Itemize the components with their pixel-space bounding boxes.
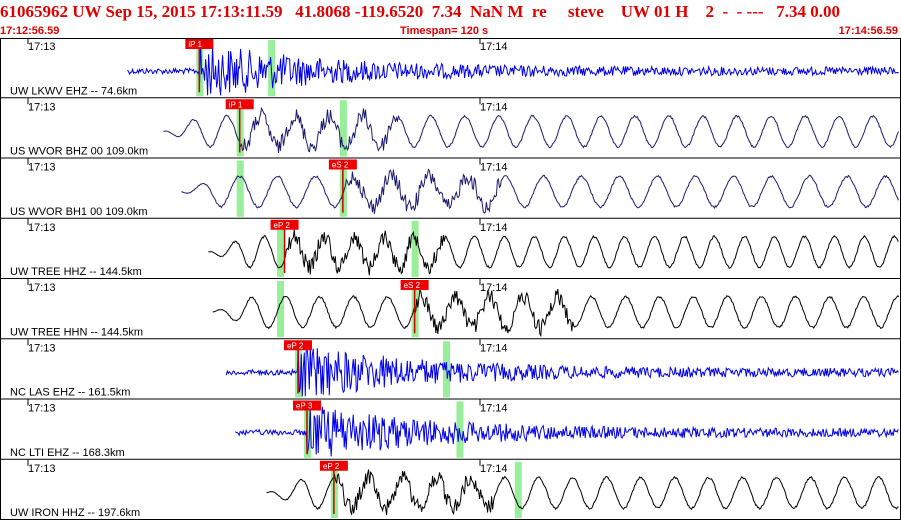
minute-label: 17:14 [480,162,508,174]
phase-pick-flag[interactable] [328,159,357,170]
channel-label: UW LKWV EHZ -- 74.6km [10,85,137,97]
minute-label: 17:13 [28,162,56,174]
time-window-bar[interactable] [277,281,285,338]
phase-pick-label: eP 2 [274,221,291,230]
trace-row[interactable]: 17:13 17:14 eP 2 NC LAS EHZ -- 161.5km [0,339,901,400]
phase-pick-label: eS 2 [332,161,349,170]
start-time-label: 17:12:56.59 [0,25,60,37]
channel-label: UW TREE HHZ -- 144.5km [10,266,142,278]
trace-row[interactable]: 17:13 17:14 iP 1 US WVOR BHZ 00 109.0km [0,98,901,159]
seismic-waveform [234,405,899,457]
seismic-waveform [212,288,900,338]
phase-pick-flag[interactable] [319,460,348,471]
phase-pick-label: eP 2 [323,462,340,471]
timespan-label: Timespan= 120 s [400,25,489,37]
time-window-bar[interactable] [456,401,464,458]
time-window-bar[interactable] [514,461,522,518]
time-window-bar[interactable] [411,220,419,277]
channel-label: NC LTI EHZ -- 168.3km [10,447,125,459]
minute-label: 17:14 [480,101,508,113]
channel-label: NC LAS EHZ -- 161.5km [10,387,130,399]
phase-pick-flag[interactable] [225,99,254,110]
phase-pick-label: eP 3 [296,402,313,411]
time-window-bar[interactable] [339,100,347,157]
channel-label: UW TREE HHN -- 144.5km [10,326,143,338]
seismic-waveform [181,168,899,214]
seismic-waveform [163,106,899,153]
minute-label: 17:14 [480,342,508,354]
seismic-waveform [208,229,899,276]
minute-label: 17:13 [28,342,56,354]
phase-pick-label: iP 1 [229,100,243,109]
event-header: 61065962 UW Sep 15, 2015 17:13:11.59 41.… [0,0,901,40]
phase-pick-flag[interactable] [400,280,429,290]
channel-label: US WVOR BHZ 00 109.0km [10,146,148,158]
minute-label: 17:13 [28,282,56,294]
trace-row[interactable]: 17:13 17:14 eS 2 US WVOR BH1 00 109.0km [0,158,901,219]
minute-label: 17:13 [28,222,56,234]
trace-row[interactable]: 17:13 17:14 eP 2 UW TREE HHZ -- 144.5km [0,218,901,279]
channel-label: UW IRON HHZ -- 197.6km [10,507,140,519]
end-time-label: 17:14:56.59 [838,25,898,37]
minute-label: 17:13 [28,101,56,113]
channel-label: US WVOR BH1 00 109.0km [10,206,148,218]
phase-pick-label: eS 2 [404,281,421,290]
seismic-waveform [266,469,899,516]
phase-pick-flag[interactable] [185,39,214,49]
seismic-waveform [127,42,899,96]
minute-label: 17:14 [480,222,508,234]
waveform-panel[interactable]: 17:13 17:14 iP 1 UW LKWV EHZ -- 74.6km 17:13… [0,38,901,520]
minute-label: 17:14 [480,463,508,475]
trace-row[interactable]: 17:13 17:14 eP 2 UW IRON HHZ -- 197.6km [0,459,901,520]
minute-label: 17:13 [28,41,56,53]
phase-pick-label: eP 2 [287,341,304,350]
minute-label: 17:14 [480,403,508,415]
phase-pick-flag[interactable] [270,219,299,230]
phase-pick-flag[interactable] [284,340,313,351]
phase-pick-flag[interactable] [292,400,321,411]
event-summary-line: 61065962 UW Sep 15, 2015 17:13:11.59 41.… [0,2,841,21]
minute-label: 17:14 [480,282,508,294]
minute-label: 17:13 [28,403,56,415]
trace-row[interactable]: 17:13 17:14 eP 3 NC LTI EHZ -- 168.3km [0,399,901,460]
seismic-waveform [225,345,899,397]
trace-row[interactable]: 17:13 17:14 iP 1 UW LKWV EHZ -- 74.6km [0,38,901,99]
time-window-bar[interactable] [236,160,244,217]
time-window-bar[interactable] [277,220,285,277]
trace-row[interactable]: 17:13 17:14 eS 2 UW TREE HHN -- 144.5km [0,279,901,340]
phase-pick-label: iP 1 [188,40,202,49]
minute-label: 17:13 [28,463,56,475]
minute-label: 17:14 [480,41,508,53]
